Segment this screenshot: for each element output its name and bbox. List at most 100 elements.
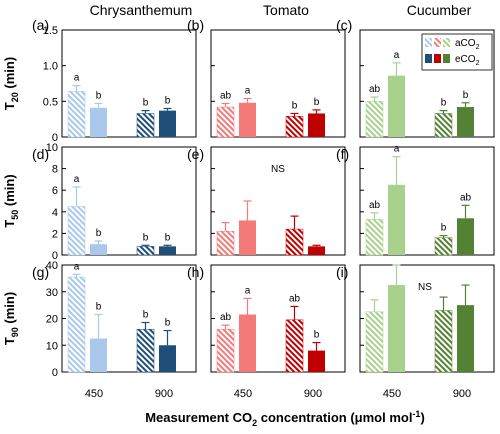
panel-frame	[210, 29, 346, 138]
panel-a: (a) 0 0.5 1.0 1.5 a b b b	[32, 17, 197, 144]
bar	[308, 350, 325, 372]
significance-letter: b	[314, 97, 320, 108]
significance-letter: b	[165, 318, 171, 329]
panel-frame	[359, 29, 495, 138]
bar	[388, 285, 405, 372]
x-axis-title-part: Measurement CO	[145, 410, 252, 425]
row-label-unit: (min)	[2, 174, 17, 209]
bar	[239, 220, 256, 255]
bar	[159, 246, 176, 255]
significance-letter: a	[394, 50, 400, 61]
significance-letter: a	[74, 73, 80, 84]
significance-letter: ab	[369, 84, 381, 95]
row-label-unit: (min)	[2, 292, 17, 327]
panel-letter: (b)	[187, 17, 204, 33]
significance-letter: a	[394, 144, 400, 155]
bar	[136, 113, 155, 138]
panel-letter: (e)	[187, 146, 204, 162]
column-title: Chrysanthemum	[90, 2, 193, 18]
bar	[434, 237, 453, 256]
x-tick-label: 900	[304, 388, 322, 400]
row-label: T20 (min)	[2, 57, 20, 110]
significance-letter: ab	[220, 312, 232, 323]
column-title: Cucumber	[407, 2, 472, 18]
significance-letter: ab	[220, 90, 232, 101]
panel-e: (e) NS	[187, 146, 346, 256]
panel-letter: (h)	[187, 264, 204, 280]
bar	[90, 244, 107, 255]
significance-letter: ab	[460, 192, 472, 203]
panel-letter: (i)	[336, 264, 348, 280]
bar	[308, 113, 325, 137]
row-label-sub: 20	[10, 92, 20, 102]
row-label-main: T	[2, 102, 17, 110]
bar	[216, 230, 235, 256]
significance-letter: b	[441, 223, 447, 234]
significance-letter: b	[143, 98, 149, 109]
panel-i: (i) 450 900 NS	[336, 264, 495, 400]
legend-swatch	[425, 38, 432, 47]
bar	[90, 107, 107, 137]
y-tick-label: 20	[46, 314, 58, 326]
significance-letter: b	[96, 301, 102, 312]
panel-frame	[61, 29, 197, 138]
significance-letter: a	[245, 85, 251, 96]
significance-letter: b	[96, 90, 102, 101]
panel-h: (h) 450 900 ab a ab b	[187, 264, 346, 400]
bar	[136, 246, 155, 256]
significance-letter: b	[463, 90, 469, 101]
legend-box	[421, 33, 493, 71]
ns-annotation: NS	[418, 282, 432, 293]
panel-frame	[359, 146, 495, 256]
bar	[388, 184, 405, 255]
significance-letter: a	[74, 174, 80, 185]
significance-letter: b	[314, 330, 320, 341]
y-tick-label: 1.5	[43, 25, 58, 37]
y-tick-label: 10	[46, 340, 58, 352]
x-tick-label: 900	[155, 388, 173, 400]
y-tick-label: 0	[52, 250, 58, 262]
bar	[457, 218, 474, 255]
legend: aCO2 eCO2	[421, 33, 493, 71]
x-tick-label: 900	[453, 388, 471, 400]
row-label-sub: 90	[10, 327, 20, 337]
x-axis-title-part: )	[420, 410, 424, 425]
legend-label: aCO2	[455, 38, 480, 51]
bar	[434, 113, 453, 138]
panel-frame	[210, 146, 346, 256]
significance-letter: b	[143, 232, 149, 243]
bar	[216, 328, 235, 373]
x-axis-title: Measurement CO2 concentration (μmol mol-…	[145, 409, 425, 428]
y-tick-label: 0	[52, 132, 58, 144]
significance-letter: ab	[369, 200, 381, 211]
y-tick-label: 4	[52, 207, 58, 219]
y-tick-label: 1.0	[43, 61, 58, 73]
row-label-sub: 50	[10, 210, 20, 220]
legend-label-main: eCO	[455, 54, 476, 65]
bar	[434, 310, 453, 373]
x-axis-title-part: 2	[252, 418, 257, 428]
bar	[67, 91, 86, 138]
significance-letter: b	[292, 100, 298, 111]
significance-letter: a	[245, 285, 251, 296]
x-axis-title-part: -1	[412, 409, 420, 419]
x-tick-label: 450	[85, 388, 103, 400]
panel-letter: (g)	[32, 264, 49, 280]
panel-b: (b)ab ab b	[187, 17, 346, 138]
panel-d: (d) 0 2 4 6 8 10 a b b b	[32, 142, 197, 262]
row-label-unit: (min)	[2, 57, 17, 92]
row-label: T50 (min)	[2, 174, 20, 227]
x-tick-label: 450	[234, 388, 252, 400]
significance-letter: ab	[289, 293, 301, 304]
legend-label: eCO2	[455, 54, 480, 67]
bar	[285, 228, 304, 256]
significance-letter: b	[441, 98, 447, 109]
bar	[365, 311, 384, 373]
y-tick-label: 30	[46, 287, 58, 299]
y-tick-label: 2	[52, 228, 58, 240]
y-tick-label: 0.5	[43, 96, 58, 108]
row-label-main: T	[2, 337, 17, 345]
